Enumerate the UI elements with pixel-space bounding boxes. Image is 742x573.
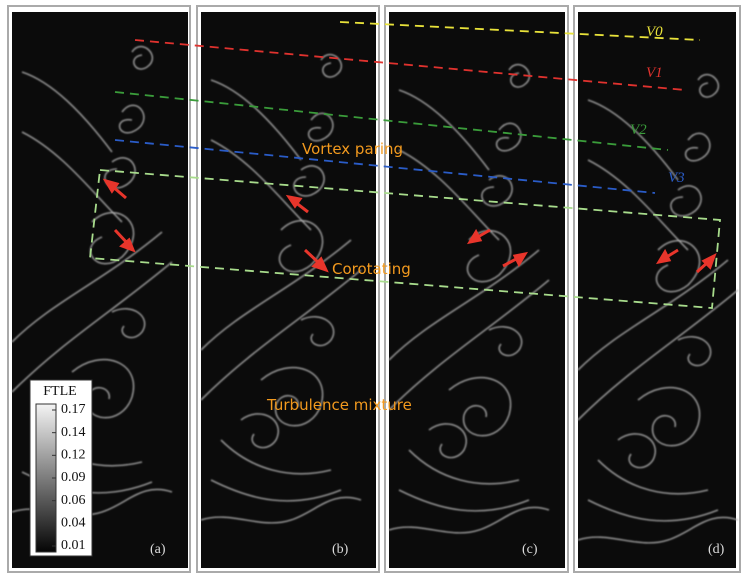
annotation: Vortex paring [302,140,403,158]
colorbar-tick-label: 0.04 [61,516,86,531]
vortex-label: V2 [630,122,647,138]
panel-label: (a) [150,542,166,557]
colorbar-tick-label: 0.17 [61,402,86,417]
panel-label: (b) [332,542,349,557]
vortex-label: V3 [668,170,685,186]
panel-b: (b) [197,6,379,572]
colorbar-title: FTLE [43,384,76,399]
colorbar-tick-label: 0.06 [61,493,86,508]
panel-d: (d) [574,6,740,572]
annotation: Turbulence mixture [266,396,412,414]
colorbar-tick-label: 0.01 [61,538,86,553]
panel-image [201,12,376,568]
vortex-label: V0 [646,24,663,40]
colorbar: FTLE 0.17 0.14 0.12 0.09 0.06 0.04 0.01 [30,380,92,556]
vortex-label: V1 [646,65,663,81]
colorbar-tick-label: 0.09 [61,470,86,485]
colorbar-tick-label: 0.12 [61,448,86,463]
panel-label: (d) [708,542,725,557]
annotation: Corotating [332,260,411,278]
figure: (a) (b) (c) (d) V0 V1 V2 V3 Vor [0,0,742,573]
panel-label: (c) [522,542,538,557]
colorbar-tick-label: 0.14 [61,425,86,440]
